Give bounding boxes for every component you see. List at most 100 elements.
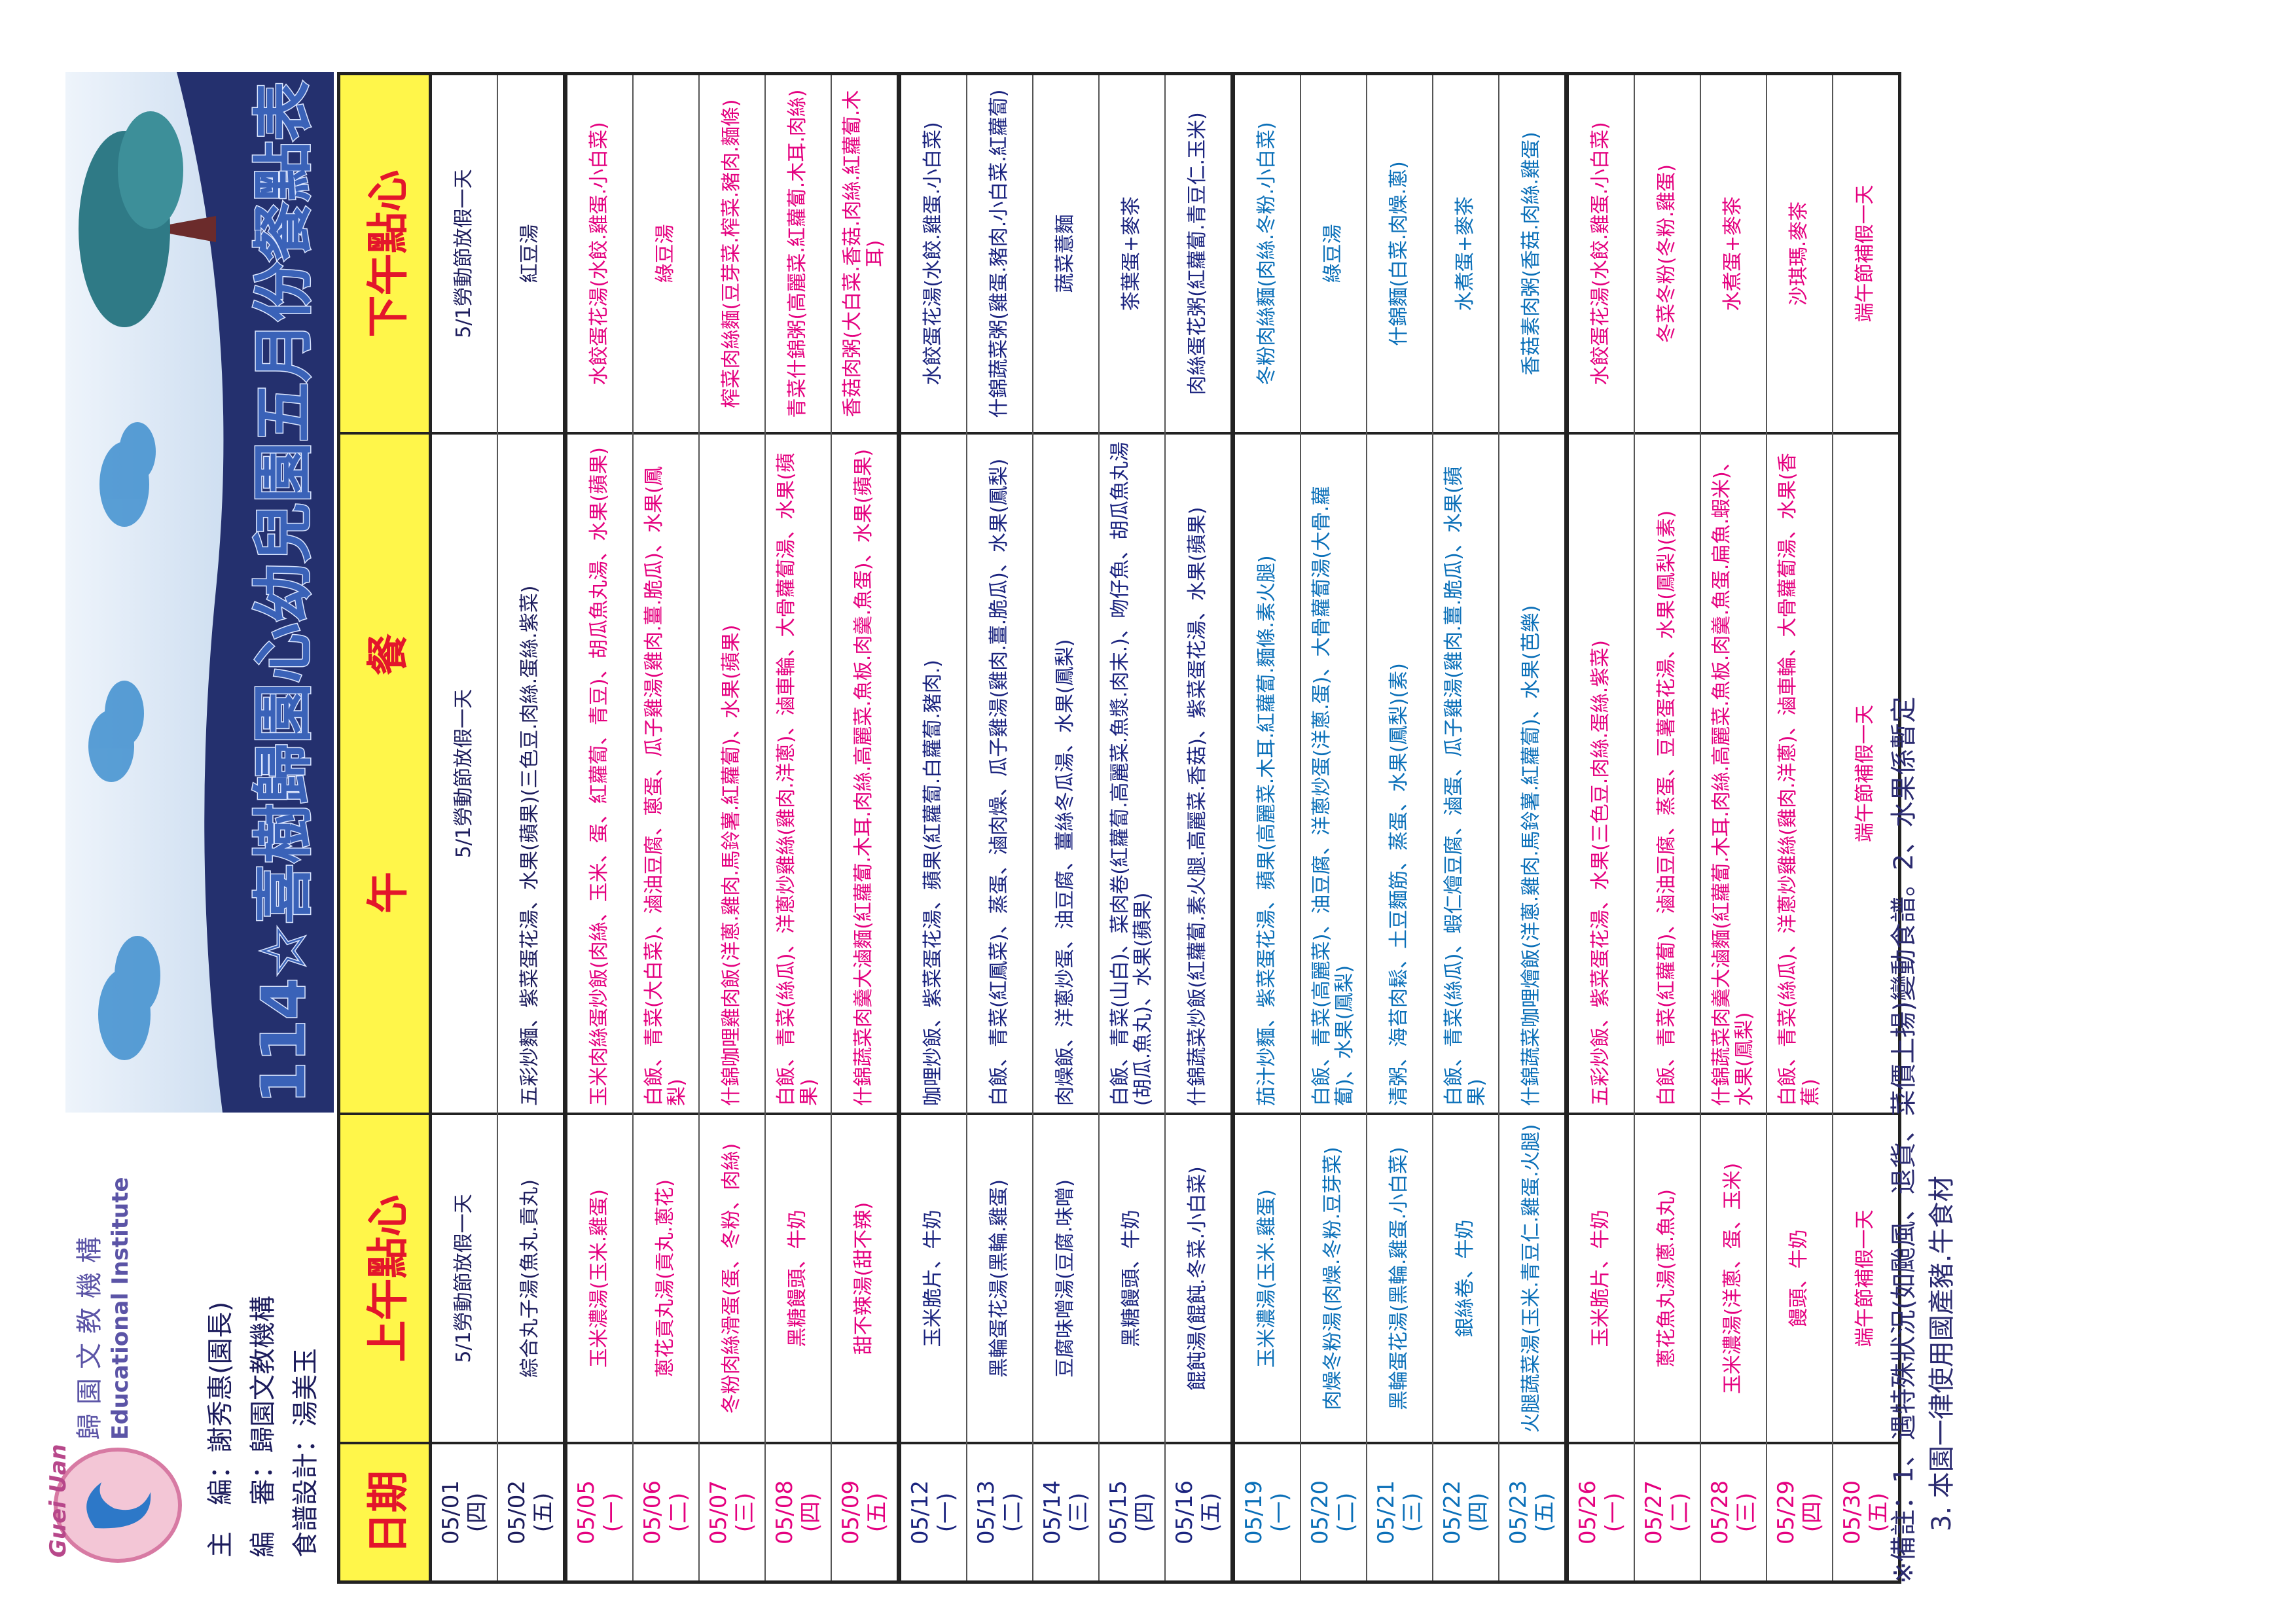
- afternoon-snack: 茶葉蛋+麥茶: [1120, 196, 1143, 312]
- date-cell: 05/16 (五): [1166, 1442, 1230, 1580]
- lunch: 白飯、青菜(絲瓜)、蝦仁燴豆腐、滷蛋、瓜子雞湯(雞肉.薑.脆瓜)、水果(蘋果): [1433, 432, 1498, 1113]
- lunch: 五彩炒麵、紫菜蛋花湯、水果(蘋果)(三色豆.肉絲.蛋絲.紫菜): [498, 432, 563, 1113]
- banner: 114☆喜樹歸園心幼兒園五月份餐點表: [65, 72, 334, 1113]
- lunch: 白飯、青菜(紅蘿蔔)、滷油豆腐、蒸蛋、豆薯蛋花湯、水果(鳳梨)(素): [1635, 432, 1700, 1113]
- weekday: (四): [1799, 1492, 1825, 1533]
- column-header: 午餐: [340, 432, 429, 1113]
- afternoon-snack: 紅豆湯: [518, 224, 542, 283]
- lunch: 白飯、青菜(高麗菜)、油豆腐、洋蔥炒蛋(洋蔥.蛋)、大骨蘿蔔湯(大骨.蘿蔔)、水…: [1301, 432, 1366, 1113]
- date-cell: 05/23 (五): [1499, 1442, 1564, 1580]
- tree: [79, 111, 216, 327]
- lunch: 咖哩炒飯、紫菜蛋花湯、蘋果(紅蘿蔔.白蘿蔔.豬肉.): [901, 432, 966, 1113]
- afternoon-snack: 什錦麵(白菜.肉燥.蔥): [1388, 161, 1411, 346]
- afternoon-snack: 冬粉肉絲麵(肉絲.冬粉.小白菜): [1255, 122, 1279, 385]
- menu-row: 05/29 (四) 饅頭、牛奶 白飯、青菜(絲瓜)、洋蔥炒雞絲(雞肉.洋蔥)、滷車輪、…: [1767, 75, 1833, 1580]
- date: 05/09: [838, 1480, 865, 1544]
- date: 05/28: [1707, 1480, 1734, 1544]
- lunch: 玉米肉絲蛋炒飯(肉絲、玉米、蛋、紅蘿蔔、青豆)、胡瓜魚丸湯、水果(蘋果): [567, 432, 632, 1113]
- weekday: (二): [665, 1492, 692, 1533]
- morning-snack: 甜不辣湯(甜不辣): [832, 1113, 897, 1442]
- weekday: (四): [1465, 1492, 1492, 1533]
- morning-snack: 黑輪蛋花湯(黑輪.雞蛋): [967, 1113, 1032, 1442]
- morning-snack: 玉米濃湯(玉米.雞蛋): [567, 1113, 632, 1442]
- weekday: (一): [599, 1492, 626, 1533]
- weekday: (二): [999, 1492, 1026, 1533]
- menu-row: 05/26 (一) 玉米脆片、牛奶 五彩炒飯、紫菜蛋花湯、水果(三色豆.肉絲.蛋絲.紫…: [1569, 75, 1635, 1580]
- date: 05/22: [1439, 1480, 1466, 1544]
- note: 3. 本園一律使用國產豬.牛食材: [1927, 1175, 1957, 1531]
- menu-row: 05/15 (四) 黑糖饅頭、牛奶 白飯、青菜(山白)、菜肉卷(紅蘿蔔.高麗菜.魚漿.…: [1100, 75, 1166, 1580]
- afternoon-snack: 水餃蛋花湯(水餃.雞蛋.小白菜): [1589, 122, 1613, 385]
- weekday: (一): [1266, 1492, 1293, 1533]
- date-cell: 05/07 (三): [700, 1442, 764, 1580]
- weekday: (三): [1065, 1492, 1092, 1533]
- weekday: (四): [1131, 1492, 1158, 1533]
- date-cell: 05/13 (二): [967, 1442, 1032, 1580]
- date: 05/07: [706, 1480, 732, 1544]
- afternoon-snack: 冬菜冬粉(冬粉.雞蛋): [1655, 164, 1679, 343]
- menu-row: 05/22 (四) 銀絲卷、牛奶 白飯、青菜(絲瓜)、蝦仁燴豆腐、滷蛋、瓜子雞湯(雞肉…: [1433, 75, 1499, 1580]
- afternoon-snack: 水煮蛋+麥茶: [1721, 196, 1745, 312]
- morning-snack: 蔥花魚丸湯(蔥.魚丸): [1635, 1113, 1700, 1442]
- afternoon-snack: 香菇素肉粥(香菇.肉絲.雞蛋): [1520, 132, 1543, 376]
- date: 05/26: [1575, 1480, 1602, 1544]
- afternoon-snack: 榨菜肉絲麵(豆芽菜.榨菜.豬肉.麵條): [720, 99, 744, 408]
- note: ※備註：1、遇特殊狀況(如颱風、退貨、菜價上揚)變動食譜。2、水果係暫定: [1889, 696, 1919, 1584]
- morning-snack: 黑糖饅頭、牛奶: [766, 1113, 831, 1442]
- menu-row: 05/09 (五) 甜不辣湯(甜不辣) 什錦蔬菜肉羹大滷麵(紅蘿蔔.木耳.肉絲.高麗菜…: [832, 75, 901, 1580]
- date-cell: 05/09 (五): [832, 1442, 897, 1580]
- lunch: 茄汁炒麵、紫菜蛋花湯、蘋果(高麗菜.木耳.紅蘿蔔.麵條.素火腿): [1235, 432, 1300, 1113]
- menu-row: 05/08 (四) 黑糖饅頭、牛奶 白飯、青菜(絲瓜)、洋蔥炒雞絲(雞肉.洋蔥)、滷車…: [766, 75, 832, 1580]
- date-cell: 05/15 (四): [1100, 1442, 1164, 1580]
- logo-name: 歸園文教機構: [75, 1228, 105, 1440]
- reviewer: 編 審：歸園文教機構: [248, 1296, 278, 1558]
- morning-snack: 玉米脆片、牛奶: [1569, 1113, 1634, 1442]
- menu-row: 05/19 (一) 玉米濃湯(玉米.雞蛋) 茄汁炒麵、紫菜蛋花湯、蘋果(高麗菜.木耳.…: [1235, 75, 1301, 1580]
- morning-snack: 豆腐味噌湯(豆腐.味噌): [1033, 1113, 1098, 1442]
- afternoon-snack: 水餃蛋花湯(水餃.雞蛋.小白菜): [922, 122, 945, 385]
- lunch: 肉燥飯、洋蔥炒蛋、油豆腐、薑絲冬瓜湯、水果(鳳梨): [1033, 432, 1098, 1113]
- morning-snack: 冬粉肉絲滑蛋(蛋、冬粉、肉絲): [700, 1113, 764, 1442]
- header-row: 日期 上午點心 午餐 下午點心: [340, 75, 432, 1580]
- date: 05/20: [1307, 1480, 1334, 1544]
- date: 05/12: [907, 1480, 934, 1544]
- lunch: 五彩炒飯、紫菜蛋花湯、水果(三色豆.肉絲.蛋絲.紫菜): [1569, 432, 1634, 1113]
- menu-row: 05/23 (五) 火腿蔬菜湯(玉米.青豆仁.雞蛋.火腿) 什錦蔬菜咖哩燴飯(洋蔥.雞…: [1499, 75, 1569, 1580]
- lunch: 什錦蔬菜肉羹大滷麵(紅蘿蔔.木耳.肉絲.高麗菜.魚板.肉羹.魚蛋)、水果(蘋果): [832, 432, 897, 1113]
- date-cell: 05/28 (三): [1701, 1442, 1766, 1580]
- weekday: (二): [1333, 1492, 1359, 1533]
- date: 05/21: [1373, 1480, 1400, 1544]
- weekday: (五): [863, 1492, 890, 1533]
- afternoon-snack: 綠豆湯: [654, 224, 677, 283]
- logo-bird: [86, 1482, 151, 1529]
- weekday: (四): [463, 1492, 490, 1533]
- date-cell: 05/27 (二): [1635, 1442, 1700, 1580]
- designer: 食譜設計：湯美玉: [291, 1348, 321, 1558]
- weekday: (一): [1600, 1492, 1627, 1533]
- lunch: 白飯、青菜(山白)、菜肉卷(紅蘿蔔.高麗菜.魚漿.肉末.)、吻仔魚、胡瓜魚丸湯(…: [1100, 432, 1164, 1113]
- logo-block: Guei Uan 歸園文教機構 Educational Institute 主 …: [45, 1177, 321, 1563]
- clouds: [88, 422, 160, 1060]
- column-header: 日期: [340, 1442, 429, 1580]
- lunch: 5/1勞動節放假一天: [432, 432, 497, 1113]
- weekday: (五): [529, 1492, 556, 1533]
- lunch: 什錦蔬菜肉羹大滷麵(紅蘿蔔.木耳.肉絲.高麗菜.魚板.肉羹.魚蛋.扁魚.蝦米)、…: [1701, 432, 1766, 1113]
- logo-ring: [54, 1448, 182, 1563]
- weekday: (五): [1197, 1492, 1224, 1533]
- morning-snack: 玉米濃湯(洋蔥、蛋、玉米): [1701, 1113, 1766, 1442]
- morning-snack: 銀絲卷、牛奶: [1433, 1113, 1498, 1442]
- date: 05/02: [504, 1480, 531, 1544]
- afternoon-snack: 水餃蛋花湯(水餃.雞蛋.小白菜): [588, 122, 611, 385]
- menu-row: 05/07 (三) 冬粉肉絲滑蛋(蛋、冬粉、肉絲) 什錦咖哩雞肉飯(洋蔥.雞肉.馬鈴薯…: [700, 75, 766, 1580]
- weekday: (三): [1399, 1492, 1426, 1533]
- date-cell: 05/22 (四): [1433, 1442, 1498, 1580]
- column-header: 下午點心: [340, 75, 429, 432]
- weekday: (四): [797, 1492, 824, 1533]
- morning-snack: 綜合丸子湯(魚丸.貢丸): [498, 1113, 563, 1442]
- afternoon-snack: 綠豆湯: [1321, 224, 1345, 283]
- lunch: 白飯、青菜(大白菜)、滷油豆腐、蔥蛋、瓜子雞湯(雞肉.薑.脆瓜)、水果(鳳梨): [634, 432, 698, 1113]
- date: 05/29: [1773, 1480, 1800, 1544]
- menu-row: 05/01 (四) 5/1勞動節放假一天 5/1勞動節放假一天 5/1勞動節放假一天: [432, 75, 498, 1580]
- lunch: 白飯、青菜(絲瓜)、洋蔥炒雞絲(雞肉.洋蔥)、滷車輪、大骨蘿蔔湯、水果(香蕉): [1767, 432, 1832, 1113]
